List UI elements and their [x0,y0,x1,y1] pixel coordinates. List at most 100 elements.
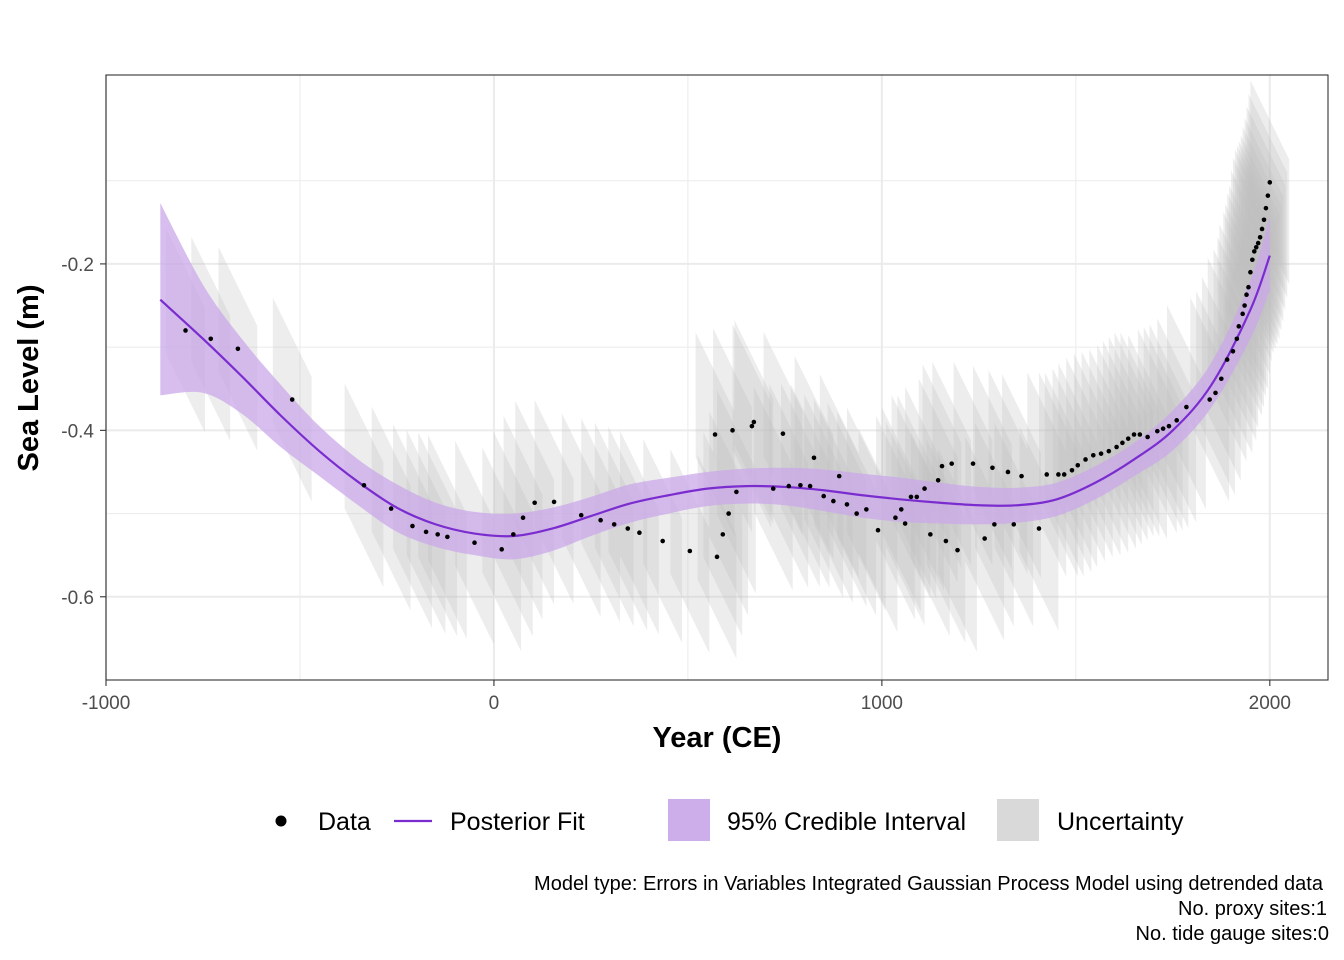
data-point [388,506,394,511]
data-point [730,428,735,433]
data-point [831,498,836,504]
data-point [990,465,995,471]
data-point [821,493,826,499]
data-point [1248,269,1253,275]
data-point [751,419,757,425]
data-point [520,515,526,521]
data-point [1236,324,1242,329]
data-point [445,534,450,540]
data-point [611,522,617,527]
data-point [1114,444,1119,450]
legend-data-key [275,815,287,827]
legend-uncertainty-label: Uncertainty [1057,808,1184,836]
data-point [1106,448,1112,454]
data-point [660,538,665,544]
data-point [1005,469,1011,475]
data-point [183,328,188,333]
y-tick-label: -0.2 [61,255,94,276]
data-point [1044,472,1050,477]
data-point [1090,453,1096,458]
data-point [1120,440,1125,446]
legend: Data Posterior Fit 95% Credible Interval… [275,799,1184,841]
x-tick-label: 0 [489,693,500,714]
data-point [1083,457,1088,462]
data-point [625,526,631,531]
data-point [734,489,739,495]
data-point [1230,348,1236,354]
data-point [844,502,850,507]
minor-gridlines [106,75,1328,680]
data-point [798,482,803,488]
posterior-fit-line [159,255,1271,538]
y-axis-ticks: -0.6 -0.4 -0.2 [61,255,106,609]
data-point [1098,451,1104,456]
data-point [511,532,516,537]
data-point [208,336,214,342]
data-point [289,397,295,402]
data-point [1019,473,1024,479]
data-point [836,473,842,479]
y-axis-title: Sea Level (m) [13,285,45,472]
posterior-fit-layer [159,255,1271,538]
data-point [1174,418,1180,423]
data-point [1166,423,1172,429]
data-point [749,423,755,429]
data-point [551,499,557,505]
data-point [898,507,904,512]
data-point [1160,426,1166,431]
data-point [949,461,955,466]
data-point [1219,376,1224,382]
data-point [902,521,908,526]
data-point [786,483,792,489]
data-point [1246,284,1251,290]
data-point [687,548,693,554]
data-point [1184,404,1189,410]
data-point [935,477,941,483]
data-point [1137,432,1143,437]
data-point [1224,357,1230,362]
data-point [578,512,584,518]
x-tick-label: 2000 [1249,693,1291,714]
caption-proxy-sites: No. proxy sites:1 [1178,898,1327,920]
legend-data-label: Data [318,808,371,836]
data-point [1240,311,1245,317]
data-point [1255,240,1261,246]
data-point [970,461,976,466]
data-point [712,432,718,437]
data-point [780,431,786,436]
panel-border [105,74,1329,681]
x-tick-label: -1000 [82,693,131,714]
data-point [423,529,429,535]
data-point [1131,432,1137,437]
data-point [598,517,603,523]
data-point [499,547,504,552]
data-point [770,486,776,491]
data-point [1263,205,1269,211]
data-point [532,500,537,506]
data-point [811,455,817,461]
data-point [982,536,987,541]
data-point [1061,472,1067,477]
data-point [992,522,997,527]
data-point [1242,303,1247,308]
data-point [235,346,241,352]
data-point [637,530,642,536]
data-point [1069,467,1075,473]
data-point [410,523,415,529]
data-point [893,515,898,521]
data-point [864,507,869,512]
data-point [472,540,477,545]
data-point [1207,397,1212,402]
data-point [914,494,920,500]
data-point [1036,526,1042,531]
data-point [1257,234,1263,240]
data-point [1155,428,1160,434]
x-axis-title: Year (CE) [653,722,782,754]
data-point [1145,434,1150,440]
data-point [720,532,726,537]
data-point [435,532,440,537]
caption-model-type: Model type: Errors in Variables Integrat… [534,873,1324,895]
data-point [939,463,945,469]
data-point [955,547,960,553]
